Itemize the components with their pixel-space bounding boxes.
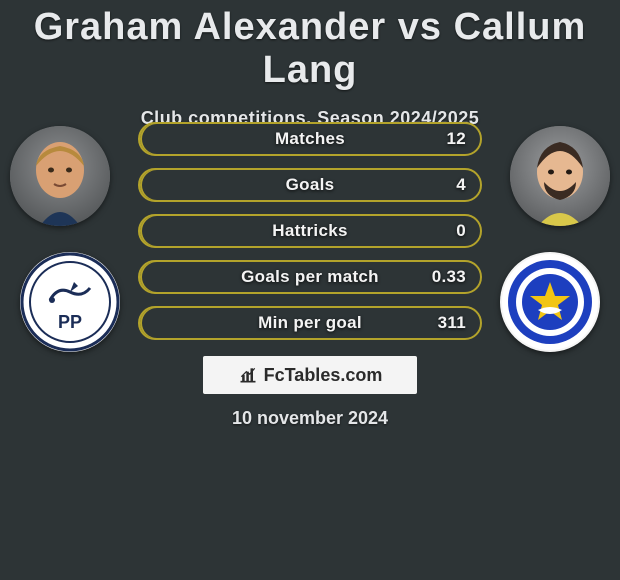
stat-row: Goals per match 0.33: [138, 260, 482, 294]
stat-value-right: 12: [446, 129, 466, 149]
watermark: FcTables.com: [203, 356, 417, 394]
chart-icon: [238, 365, 258, 385]
date-label: 10 november 2024: [0, 408, 620, 429]
stats-list: Matches 12 Goals 4 Hattricks 0 Goals per match…: [138, 122, 482, 352]
comparison-title: Graham Alexander vs Callum Lang: [0, 0, 620, 92]
face-icon: [510, 126, 610, 226]
stat-label: Hattricks: [272, 221, 347, 241]
player1-club-crest: PP: [20, 252, 120, 352]
stat-value-right: 4: [456, 175, 466, 195]
stat-label: Goals: [286, 175, 335, 195]
stat-label: Goals per match: [241, 267, 379, 287]
stat-value-right: 311: [438, 313, 466, 333]
vs-label: vs: [398, 6, 442, 48]
player1-name: Graham Alexander: [34, 6, 387, 48]
crest-icon: [500, 252, 600, 352]
stat-row: Matches 12: [138, 122, 482, 156]
player1-avatar: [10, 126, 110, 226]
player2-avatar: [510, 126, 610, 226]
svg-text:PP: PP: [58, 312, 82, 332]
watermark-text: FcTables.com: [264, 365, 383, 386]
crest-icon: PP: [20, 252, 120, 352]
face-icon: [10, 126, 110, 226]
stat-label: Matches: [275, 129, 345, 149]
stat-row: Min per goal 311: [138, 306, 482, 340]
stat-value-right: 0: [456, 221, 466, 241]
stat-row: Goals 4: [138, 168, 482, 202]
stat-value-right: 0.33: [432, 267, 466, 287]
stat-row: Hattricks 0: [138, 214, 482, 248]
player2-club-crest: [500, 252, 600, 352]
stat-label: Min per goal: [258, 313, 362, 333]
